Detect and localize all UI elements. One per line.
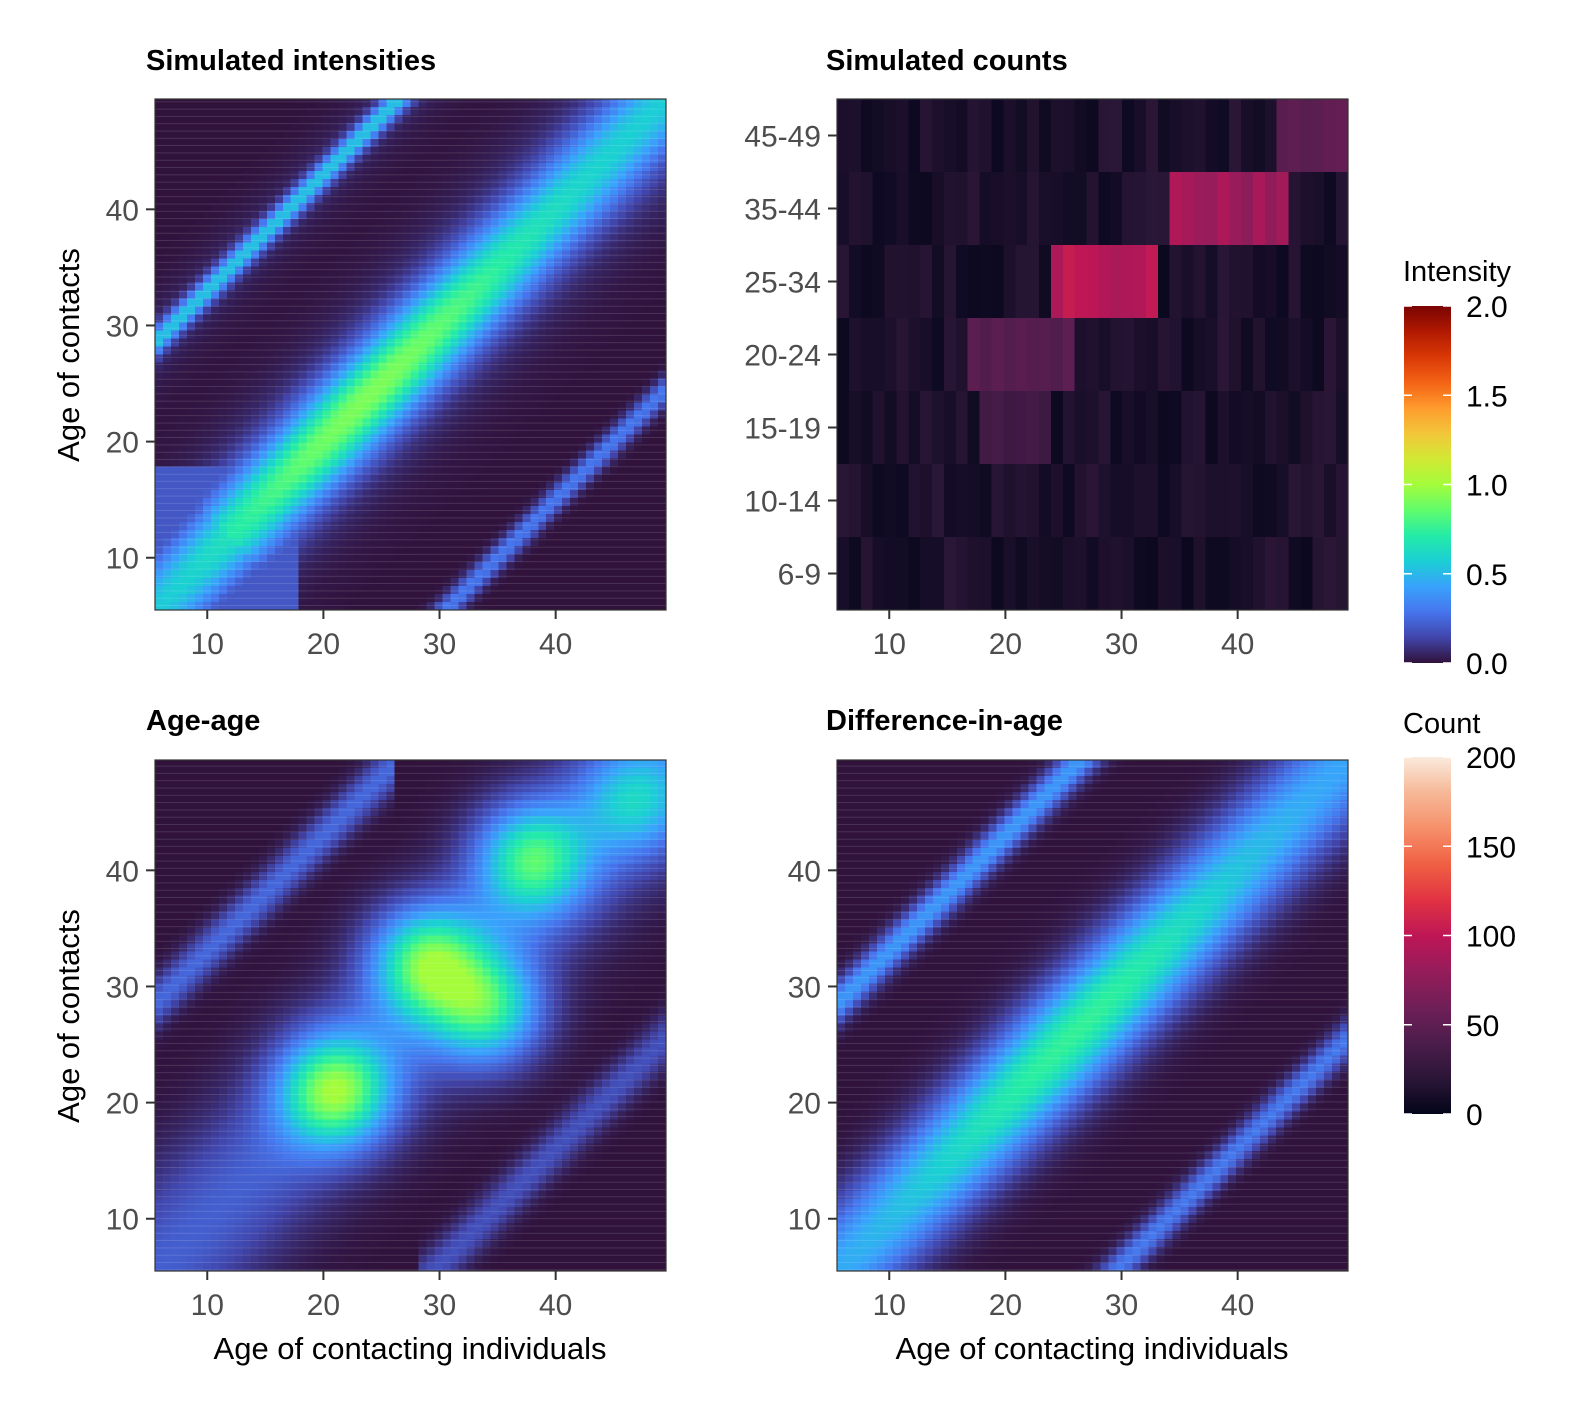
legend-title: Count (1403, 708, 1480, 740)
legend-tick-label: 0.0 (1466, 648, 1508, 681)
axes: 10 20 30 40 10 20 30 40 (106, 759, 667, 1322)
legend-tick-label: 2.0 (1466, 291, 1508, 324)
y-tick-label: 6-9 (778, 559, 821, 592)
panel-border (836, 759, 1349, 1272)
y-tick-label: 20 (106, 427, 139, 460)
x-tick-label: 10 (873, 1289, 906, 1322)
x-tick-label: 40 (539, 1289, 572, 1322)
panel-title: Difference-in-age (826, 705, 1063, 737)
y-tick-label: 40 (106, 855, 139, 888)
x-tick-label: 40 (1221, 628, 1254, 661)
legend-tick-label: 1.5 (1466, 380, 1508, 413)
panel-border (154, 98, 667, 611)
y-tick-label: 10 (788, 1204, 821, 1237)
y-axis-label: Age of contacts (51, 248, 86, 462)
legend-tick-label: 200 (1466, 742, 1516, 775)
legend-ticks: 200 150 100 50 0 (1404, 742, 1516, 1132)
y-tick-label: 20 (106, 1088, 139, 1121)
y-tick-label: 20-24 (744, 340, 821, 373)
x-tick-label: 10 (873, 628, 906, 661)
x-tick-label: 20 (307, 628, 340, 661)
y-tick-label: 45-49 (744, 121, 821, 154)
y-tick-label: 35-44 (744, 194, 821, 227)
raster-lines (155, 99, 666, 610)
legend-tick-label: 100 (1466, 921, 1516, 954)
x-tick-label: 20 (989, 1289, 1022, 1322)
panel-simulated-counts: Simulated counts 10 20 30 40 6-9 10-14 15-19 20… (744, 45, 1349, 661)
panel-title: Simulated intensities (146, 45, 436, 77)
x-axis-label: Age of contacting individuals (214, 1331, 607, 1366)
x-axis-label: Age of contacting individuals (896, 1331, 1289, 1366)
y-tick-label: 10 (106, 1204, 139, 1237)
x-tick-label: 30 (1105, 1289, 1138, 1322)
y-tick-label: 25-34 (744, 267, 821, 300)
y-tick-label: 20 (788, 1088, 821, 1121)
legend-tick-label: 1.0 (1466, 470, 1508, 503)
y-tick-label: 30 (106, 310, 139, 343)
y-tick-label: 30 (106, 971, 139, 1004)
y-tick-label: 40 (788, 855, 821, 888)
axes: 10 20 30 40 10 20 30 40 (788, 759, 1349, 1322)
legend-tick-label: 50 (1466, 1010, 1499, 1043)
panel-difference-in-age: Difference-in-age 10 20 30 40 10 20 30 40 Age o… (788, 705, 1349, 1366)
panel-age-age: Age-age 10 20 30 40 10 20 30 40 Age of contacti… (106, 705, 667, 1366)
x-tick-label: 30 (1105, 628, 1138, 661)
x-tick-label: 10 (191, 1289, 224, 1322)
y-tick-label: 10 (106, 543, 139, 576)
raster-lines (155, 760, 666, 1271)
legend-tick-label: 0.5 (1466, 559, 1508, 592)
legend-tick-label: 150 (1466, 831, 1516, 864)
x-tick-label: 10 (191, 628, 224, 661)
raster-lines (837, 760, 1348, 1271)
x-tick-label: 30 (423, 628, 456, 661)
axes: 10 20 30 40 10 20 30 40 (106, 98, 667, 661)
y-tick-label: 40 (106, 194, 139, 227)
x-tick-label: 20 (307, 1289, 340, 1322)
panel-title: Simulated counts (826, 45, 1068, 77)
x-tick-label: 20 (989, 628, 1022, 661)
x-tick-label: 40 (539, 628, 572, 661)
axes: 10 20 30 40 6-9 10-14 15-19 20-24 25-34 35-44 45-4… (744, 98, 1349, 661)
legend-count: Count 200 150 100 50 0 (1403, 708, 1516, 1132)
x-tick-label: 30 (423, 1289, 456, 1322)
y-axis-label: Age of contacts (51, 909, 86, 1123)
legend-ticks: 2.0 1.5 1.0 0.5 0.0 (1404, 291, 1508, 681)
y-tick-label: 30 (788, 971, 821, 1004)
heatmap-image (837, 99, 1348, 610)
y-tick-label: 15-19 (744, 413, 821, 446)
panel-border (154, 759, 667, 1272)
legend-title: Intensity (1403, 256, 1511, 288)
panel-simulated-intensities: Simulated intensities 10 20 30 40 10 20 30 40 (106, 45, 667, 661)
x-tick-label: 40 (1221, 1289, 1254, 1322)
legend-intensity: Intensity 2.0 1.5 1.0 0.5 0.0 (1403, 256, 1511, 681)
y-tick-label: 10-14 (744, 486, 821, 519)
legend-tick-label: 0 (1466, 1099, 1483, 1132)
panel-title: Age-age (146, 705, 260, 737)
